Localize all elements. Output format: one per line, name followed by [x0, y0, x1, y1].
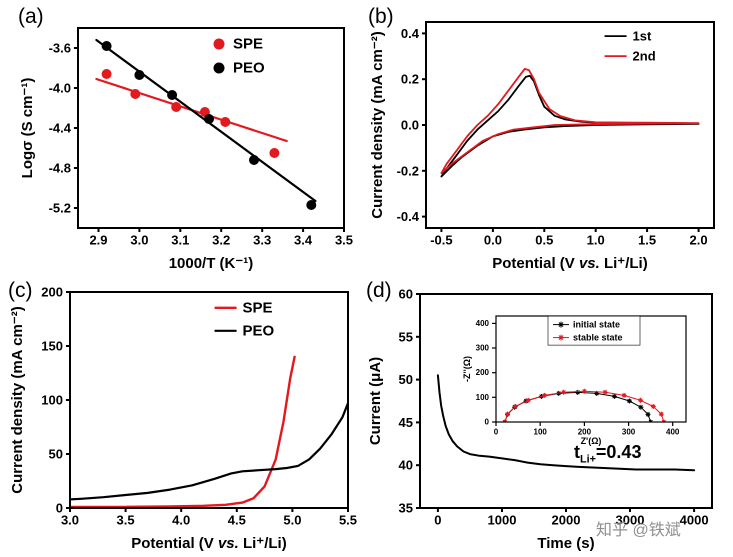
- svg-text:5.0: 5.0: [283, 513, 301, 528]
- svg-text:1000: 1000: [488, 513, 517, 528]
- svg-text:3.4: 3.4: [294, 233, 313, 248]
- svg-text:Time (s): Time (s): [537, 535, 594, 552]
- svg-text:400: 400: [476, 319, 490, 328]
- li-transference-number: tLi+=0.43: [574, 442, 641, 466]
- svg-text:-0.5: -0.5: [430, 233, 452, 248]
- panel-d-label: (d): [366, 279, 392, 302]
- svg-text:SPE: SPE: [233, 36, 263, 53]
- watermark: 知乎 @铁斌: [596, 522, 681, 539]
- svg-text:2.0: 2.0: [690, 233, 708, 248]
- panel-a-label: (a): [18, 5, 44, 28]
- svg-text:4.5: 4.5: [228, 513, 246, 528]
- nyquist-inset-chart: 0 100 200 300 400 0 100 200 300 400 Z'(Ω) -Z''(Ω) in…: [462, 310, 694, 448]
- svg-text:1st: 1st: [633, 29, 652, 44]
- svg-text:4000: 4000: [680, 513, 709, 528]
- svg-text:Potential (V vs. Li⁺/Li): Potential (V vs. Li⁺/Li): [131, 535, 286, 552]
- panel-b-label: (b): [368, 5, 394, 28]
- svg-text:50: 50: [399, 372, 413, 387]
- panel-d: 0 1000 2000 3000 4000 35 40 45 50 55 60 Time (s) Cur…: [366, 280, 728, 552]
- svg-text:-0.4: -0.4: [397, 209, 420, 224]
- chronoamperometry-chart: 0 1000 2000 3000 4000 35 40 45 50 55 60 Time (s) Cur…: [366, 280, 728, 552]
- svg-text:3.5: 3.5: [117, 513, 135, 528]
- svg-text:200: 200: [41, 285, 63, 300]
- svg-text:100: 100: [534, 428, 548, 437]
- svg-text:-4.8: -4.8: [49, 161, 71, 176]
- svg-text:0: 0: [56, 501, 63, 516]
- svg-text:3.3: 3.3: [253, 233, 271, 248]
- svg-text:45: 45: [399, 415, 413, 430]
- svg-text:1000/T (K⁻¹): 1000/T (K⁻¹): [169, 255, 254, 272]
- svg-text:200: 200: [578, 428, 592, 437]
- svg-text:400: 400: [666, 428, 680, 437]
- svg-text:300: 300: [476, 344, 490, 353]
- svg-text:3000: 3000: [616, 513, 645, 528]
- svg-text:Logσ (S cm⁻¹): Logσ (S cm⁻¹): [19, 78, 36, 179]
- svg-text:SPE: SPE: [243, 299, 273, 316]
- svg-text:-3.6: -3.6: [49, 41, 71, 56]
- svg-text:0: 0: [494, 428, 499, 437]
- svg-text:1.5: 1.5: [638, 233, 656, 248]
- svg-text:35: 35: [399, 501, 413, 516]
- svg-text:150: 150: [41, 339, 63, 354]
- svg-text:Current (μA): Current (μA): [367, 357, 384, 445]
- annotation-value: =0.43: [595, 442, 642, 462]
- lsv-stability-chart: 3.0 3.5 4.0 4.5 5.0 5.5 0 50 100 150 200 Potential …: [8, 280, 360, 553]
- panel-b: -0.5 0.0 0.5 1.0 1.5 2.0 0.4 0.2 0.0 -0.2 -0.4 Pote…: [368, 6, 728, 272]
- svg-text:2.9: 2.9: [89, 233, 107, 248]
- svg-text:40: 40: [399, 458, 413, 473]
- svg-text:2nd: 2nd: [633, 49, 656, 64]
- svg-text:100: 100: [41, 393, 63, 408]
- svg-text:3.5: 3.5: [335, 233, 353, 248]
- svg-text:0.2: 0.2: [401, 72, 419, 87]
- svg-text:0.5: 0.5: [535, 233, 553, 248]
- annotation-base: t: [574, 442, 580, 462]
- svg-text:initial state: initial state: [573, 320, 620, 330]
- svg-text:-4.4: -4.4: [49, 121, 72, 136]
- svg-text:3.1: 3.1: [171, 233, 189, 248]
- svg-text:PEO: PEO: [233, 60, 265, 77]
- svg-text:100: 100: [476, 393, 490, 402]
- svg-text:Current density (mA cm⁻²): Current density (mA cm⁻²): [9, 306, 26, 493]
- panel-c: 3.0 3.5 4.0 4.5 5.0 5.5 0 50 100 150 200 Potential …: [8, 280, 360, 552]
- annotation-subscript: Li+: [580, 453, 596, 466]
- svg-text:3.0: 3.0: [61, 513, 79, 528]
- svg-text:0: 0: [485, 418, 490, 427]
- svg-text:0.0: 0.0: [484, 233, 502, 248]
- svg-text:5.5: 5.5: [339, 513, 357, 528]
- svg-text:0: 0: [434, 513, 441, 528]
- svg-text:Z'(Ω): Z'(Ω): [581, 436, 602, 446]
- svg-text:-0.2: -0.2: [397, 163, 419, 178]
- svg-text:2000: 2000: [552, 513, 581, 528]
- svg-text:300: 300: [622, 428, 636, 437]
- svg-text:0.4: 0.4: [401, 26, 420, 41]
- svg-text:1.0: 1.0: [587, 233, 605, 248]
- panel-c-label: (c): [8, 279, 33, 302]
- svg-text:50: 50: [49, 447, 63, 462]
- svg-text:3.0: 3.0: [130, 233, 148, 248]
- svg-text:-Z''(Ω): -Z''(Ω): [462, 356, 472, 382]
- cyclic-voltammetry-chart: -0.5 0.0 0.5 1.0 1.5 2.0 0.4 0.2 0.0 -0.2 -0.4 Pote…: [368, 6, 728, 272]
- panel-a: 2.9 3.0 3.1 3.2 3.3 3.4 3.5 -3.6 -4.0 -4.4 -4.8 -5.…: [18, 6, 360, 272]
- svg-text:Potential (V vs. Li⁺/Li): Potential (V vs. Li⁺/Li): [492, 255, 647, 272]
- arrhenius-conductivity-chart: 2.9 3.0 3.1 3.2 3.3 3.4 3.5 -3.6 -4.0 -4.4 -4.8 -5.…: [18, 6, 360, 272]
- svg-text:3.2: 3.2: [212, 233, 230, 248]
- svg-text:0.0: 0.0: [401, 118, 419, 133]
- svg-text:PEO: PEO: [243, 322, 275, 339]
- svg-text:Current density (mA cm⁻²): Current density (mA cm⁻²): [369, 31, 386, 218]
- svg-text:4.0: 4.0: [172, 513, 190, 528]
- svg-text:-4.0: -4.0: [49, 81, 71, 96]
- svg-text:60: 60: [399, 287, 413, 302]
- svg-text:-5.2: -5.2: [49, 201, 71, 216]
- svg-text:200: 200: [476, 368, 490, 377]
- svg-text:55: 55: [399, 329, 413, 344]
- svg-text:stable state: stable state: [573, 333, 623, 343]
